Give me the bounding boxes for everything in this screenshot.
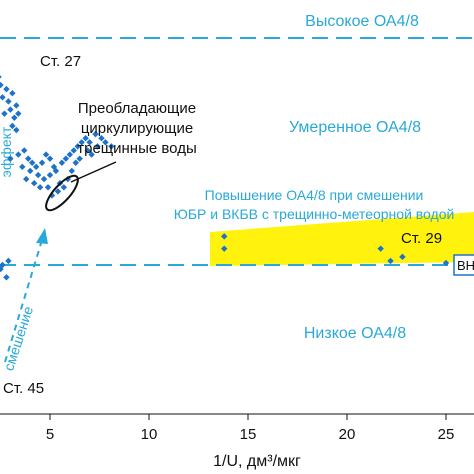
data-point — [0, 261, 6, 269]
data-point — [15, 151, 22, 158]
data-point — [48, 192, 56, 199]
annotation-line-3: трещинные воды — [77, 140, 196, 157]
data-point — [62, 155, 70, 162]
data-point — [82, 135, 89, 142]
zone-label-moderate: Умеренное ОА4/8 — [289, 119, 421, 136]
data-point — [13, 102, 20, 109]
data-point — [42, 151, 50, 158]
data-point — [221, 233, 228, 240]
side-label-effect: эффект — [0, 126, 14, 177]
data-point — [34, 171, 42, 179]
x-tick-label: 15 — [240, 426, 257, 443]
data-point — [92, 130, 99, 138]
data-point — [72, 159, 79, 166]
data-point — [84, 147, 91, 154]
data-point — [7, 155, 14, 162]
data-point — [15, 110, 22, 117]
data-point — [23, 175, 30, 183]
data-point — [102, 139, 109, 146]
data-point — [46, 171, 54, 179]
data-point — [36, 184, 44, 191]
data-point — [88, 151, 95, 158]
data-point — [94, 143, 101, 150]
annotation-leader — [70, 161, 117, 183]
data-point — [38, 159, 46, 166]
data-point — [221, 245, 228, 252]
data-point — [377, 245, 384, 252]
data-point — [66, 151, 73, 158]
annotation-line-2: циркулирующие — [81, 120, 193, 137]
data-point — [3, 274, 10, 281]
x-tick-label: 5 — [46, 426, 54, 443]
highlight-band — [210, 212, 474, 266]
data-point — [76, 155, 83, 162]
data-point — [5, 257, 12, 265]
data-point — [9, 122, 16, 130]
data-point — [70, 147, 77, 154]
data-point — [0, 81, 4, 89]
box-label-frame — [453, 254, 474, 276]
cluster-ellipse — [45, 174, 79, 212]
data-point — [30, 179, 38, 187]
side-label-mixing: смешение — [0, 304, 36, 373]
data-point — [27, 167, 34, 175]
data-point — [25, 155, 32, 162]
data-point — [0, 75, 2, 79]
station-label-29: Ст. 29 — [401, 230, 442, 247]
data-point — [9, 90, 16, 97]
data-point — [74, 143, 81, 150]
station-label-27: Ст. 27 — [40, 53, 81, 70]
data-point — [1, 110, 8, 117]
data-point — [28, 159, 36, 166]
x-axis-ticks: 5 10 15 20 25 — [46, 414, 455, 443]
station-label-45: Ст. 45 — [3, 380, 44, 397]
note-line-2: ЮБР и ВКБВ с трещинно-метеорной водой — [174, 206, 455, 222]
data-point — [7, 106, 14, 113]
annotation-line-1: Преобладающие — [78, 100, 196, 117]
data-point — [54, 188, 62, 195]
data-point — [46, 155, 54, 162]
zone-label-low: Низкое ОА4/8 — [304, 325, 406, 342]
data-point — [0, 265, 4, 273]
data-point — [387, 257, 394, 265]
data-point — [68, 167, 75, 175]
data-point — [86, 139, 93, 146]
data-point — [44, 184, 52, 191]
note-line-1: Повышение ОА4/8 при смешении — [205, 187, 424, 203]
data-point — [442, 259, 450, 267]
data-point — [0, 94, 6, 101]
x-tick-label: 25 — [438, 426, 455, 443]
zone-label-high: Высокое ОА4/8 — [305, 13, 419, 30]
data-point — [60, 184, 68, 191]
data-point — [19, 163, 26, 171]
data-point — [5, 98, 12, 105]
data-point — [52, 167, 60, 175]
data-points — [0, 75, 450, 281]
box-label: ВН — [457, 258, 474, 273]
x-tick-label: 20 — [339, 426, 356, 443]
x-tick-label: 10 — [141, 426, 158, 443]
data-point — [13, 126, 20, 134]
data-point — [11, 114, 18, 121]
data-point — [98, 135, 105, 142]
data-point — [3, 85, 10, 93]
data-point — [21, 147, 28, 154]
data-point — [40, 175, 48, 183]
data-point — [78, 139, 85, 146]
data-point — [108, 143, 115, 150]
data-point — [32, 163, 40, 171]
data-point — [399, 253, 406, 261]
x-axis-label: 1/U, дм³/мкг — [213, 453, 301, 470]
data-point — [58, 159, 66, 166]
mixing-arrow-head — [36, 228, 48, 244]
